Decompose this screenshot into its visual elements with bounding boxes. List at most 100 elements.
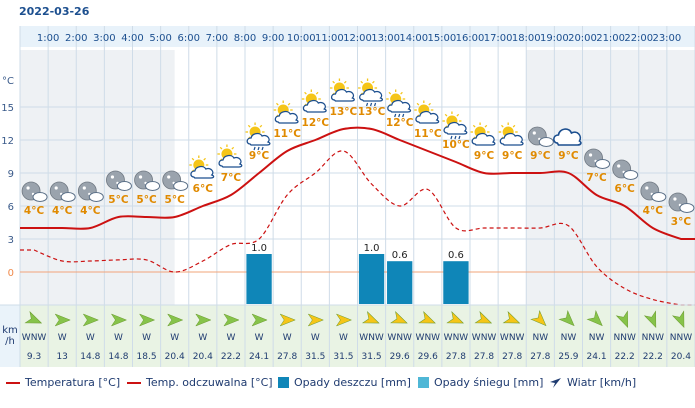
legend-wind[interactable]: Wiatr [km/h] xyxy=(550,376,636,389)
hour-label: 14:00 xyxy=(399,33,428,44)
temperature-label: 11°C xyxy=(414,128,442,140)
rain-bar xyxy=(387,261,413,304)
sun-ray xyxy=(259,124,263,128)
rain-drop xyxy=(369,102,373,107)
wind-speed-label: 25.9 xyxy=(558,352,578,362)
wind-speed-label: 27.8 xyxy=(446,352,466,362)
moon-cloud-icon xyxy=(612,159,639,180)
hour-label: 23:00 xyxy=(652,33,681,44)
rain-bar xyxy=(358,254,385,304)
wind-arrow-shape xyxy=(138,313,156,327)
wind-arrow-icon xyxy=(643,310,657,329)
chart-date: 2022-03-26 xyxy=(19,5,90,18)
wind-arrow-shape xyxy=(446,311,464,324)
wind-speed-label: 27.8 xyxy=(502,352,522,362)
cloud-shape xyxy=(679,203,695,213)
wind-arrow-shape xyxy=(361,311,380,324)
sun-cloud-rain-icon xyxy=(245,122,271,151)
sun-ray xyxy=(512,124,516,128)
wind-arrow-shape xyxy=(530,309,547,327)
wind-speed-label: 20.4 xyxy=(671,352,691,362)
temperature-label: 5°C xyxy=(165,194,186,206)
wind-arrow-icon xyxy=(54,313,71,327)
temperature-label: 6°C xyxy=(615,183,636,195)
rain-drop xyxy=(450,135,453,140)
cloud-icon xyxy=(553,128,582,146)
rain-label: 1.0 xyxy=(364,243,380,254)
moon-cloud-icon xyxy=(527,126,554,147)
temperature-label: 9°C xyxy=(530,150,551,162)
sun-ray xyxy=(456,113,460,117)
legend-apparent-swatch xyxy=(127,381,141,384)
wind-direction-label: W xyxy=(255,333,264,343)
wind-speed-label: 31.5 xyxy=(362,352,382,362)
wind-direction-label: W xyxy=(226,333,235,343)
wind-direction-label: W xyxy=(114,333,123,343)
rain-drop xyxy=(373,102,377,107)
sun-ray xyxy=(219,146,223,150)
rain-drop xyxy=(253,146,256,151)
wind-speed-label: 29.6 xyxy=(390,352,410,362)
sun-ray xyxy=(501,124,504,128)
wind-direction-label: WNW xyxy=(416,333,441,343)
cloud-shape xyxy=(60,192,76,202)
temperature-label: 7°C xyxy=(221,172,242,184)
cloud-shape xyxy=(623,170,639,180)
cloud-shape xyxy=(330,88,355,102)
wind-arrow-shape xyxy=(82,313,99,327)
rain-drop xyxy=(398,113,401,118)
y-tick-label: 6 xyxy=(8,202,14,213)
wind-axis-band xyxy=(0,305,20,367)
rain-bar xyxy=(246,254,272,304)
hour-label: 21:00 xyxy=(596,33,625,44)
wind-direction-label: NNW xyxy=(670,333,692,343)
rain-drop xyxy=(394,113,397,118)
hour-label: 15:00 xyxy=(427,33,456,44)
hour-label: 16:00 xyxy=(456,33,485,44)
wind-arrow-shape xyxy=(586,309,603,327)
cloud-shape xyxy=(595,159,611,169)
hour-label: 1:00 xyxy=(37,33,59,44)
cloud-shape xyxy=(443,121,468,135)
temperature-label: 9°C xyxy=(249,150,270,162)
legend-temperature[interactable]: Temperatura [°C] xyxy=(6,376,120,389)
legend-snow[interactable]: Opady śniegu [mm] xyxy=(418,376,543,389)
temperature-label: 9°C xyxy=(474,150,495,162)
rain-drop xyxy=(261,146,264,151)
cloud-shape xyxy=(173,181,189,191)
wind-speed-label: 27.8 xyxy=(530,352,550,362)
hour-label: 13:00 xyxy=(371,33,400,44)
wind-arrow-icon xyxy=(279,313,296,327)
rain-label: 0.6 xyxy=(392,250,408,261)
temperature-label: 13°C xyxy=(358,106,386,118)
legend-apparent[interactable]: Temp. odczuwalna [°C] xyxy=(127,376,273,389)
temperature-label: 12°C xyxy=(386,117,414,129)
wind-arrow-shape xyxy=(54,313,71,327)
hour-label: 11:00 xyxy=(315,33,344,44)
wind-arrow-icon xyxy=(307,313,324,327)
sun-cloud-icon xyxy=(329,78,355,102)
moon-crater xyxy=(110,175,115,179)
sun-cloud-icon xyxy=(470,122,496,146)
wind-speed-label: 18.5 xyxy=(137,352,157,362)
wind-speed-label: 14.8 xyxy=(80,352,100,362)
wind-arrow-shape xyxy=(474,311,493,324)
cloud-shape xyxy=(471,132,496,146)
rain-drop xyxy=(458,135,461,140)
sun-ray xyxy=(484,124,488,128)
legend: Temperatura [°C] Temp. odczuwalna [°C] O… xyxy=(0,376,695,396)
rain-drop xyxy=(454,135,457,140)
wind-direction-label: WNW xyxy=(387,333,412,343)
cloud-shape xyxy=(387,99,412,113)
wind-arrow-shape xyxy=(307,313,324,327)
sun-cloud-rain-icon xyxy=(358,78,384,107)
y-tick-label: 3 xyxy=(8,235,14,246)
rain-drop xyxy=(365,102,369,107)
sun-cloud-icon xyxy=(217,144,243,168)
wind-arrow-icon xyxy=(167,313,184,327)
wind-speed-label: 24.1 xyxy=(249,352,269,362)
sun-ray xyxy=(472,124,476,128)
wind-arrow-icon xyxy=(615,310,629,329)
legend-rain[interactable]: Opady deszczu [mm] xyxy=(278,376,411,389)
wind-speed-label: 20.4 xyxy=(165,352,185,362)
